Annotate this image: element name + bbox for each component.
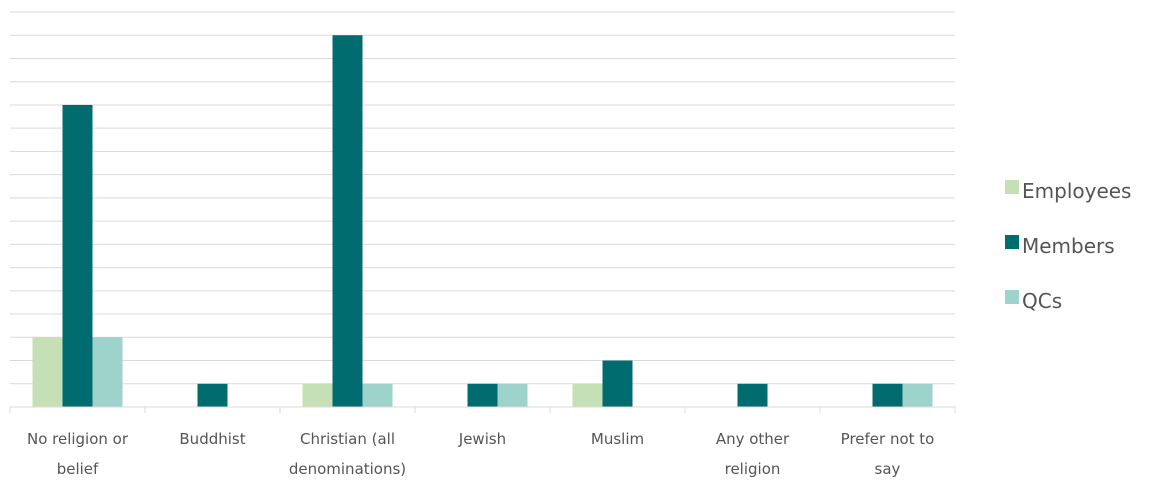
bar-qcs-2 [362,383,393,407]
legend-swatch-employees [1005,180,1019,194]
x-tick-label-line: Jewish [458,430,506,448]
bar-members-4 [602,360,633,407]
x-tick-label: Any other religion [716,430,790,478]
bar-employees-2 [302,383,333,407]
x-tick-label: Jewish [458,430,506,448]
legend-swatch-members [1005,235,1019,249]
bar-members-1 [197,383,228,407]
bar-qcs-3 [497,383,528,407]
x-tick-label-line: denominations) [289,460,406,478]
bar-qcs-0 [92,337,123,407]
x-tick-label-line: Any other [716,430,790,448]
bar-members-6 [872,383,903,407]
x-tick-label: Christian (all denominations) [289,430,406,478]
legend-label-qcs: QCs [1022,289,1062,313]
x-axis-labels: No religion or belief Buddhist Christian (a… [27,430,934,478]
x-tick-label-line: say [875,460,901,478]
x-tick-label-line: Prefer not to [841,430,935,448]
bar-members-3 [467,383,498,407]
legend-label-members: Members [1022,234,1115,258]
legend-label-employees: Employees [1022,179,1131,203]
gridlines [10,11,955,385]
bar-members-2 [332,35,363,408]
bar-qcs-6 [902,383,933,407]
x-tick-label-line: Muslim [591,430,644,448]
x-tick-label-line: religion [725,460,781,478]
x-tick-label-line: Christian (all [300,430,395,448]
x-axis [9,406,956,413]
x-tick-label-line: No religion or [27,430,129,448]
x-tick-label: Buddhist [179,430,245,448]
bars [32,35,933,408]
legend-swatch-qcs [1005,290,1019,304]
bar-members-0 [62,104,93,408]
x-tick-label: Muslim [591,430,644,448]
x-tick-label-line: Buddhist [179,430,245,448]
x-tick-label: No religion or belief [27,430,129,478]
legend: Employees Members QCs [1005,179,1131,313]
bar-employees-0 [32,337,63,407]
bar-members-5 [737,383,768,407]
bar-employees-4 [572,383,603,407]
x-tick-label: Prefer not to say [841,430,935,478]
x-tick-label-line: belief [57,460,99,478]
